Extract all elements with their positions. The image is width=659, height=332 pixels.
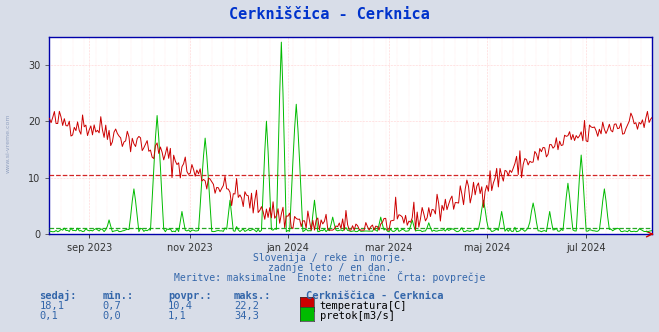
Text: zadnje leto / en dan.: zadnje leto / en dan.: [268, 263, 391, 273]
Text: 34,3: 34,3: [234, 311, 259, 321]
Text: 0,1: 0,1: [40, 311, 58, 321]
Text: 10,4: 10,4: [168, 301, 193, 311]
Text: temperatura[C]: temperatura[C]: [320, 301, 407, 311]
Text: Slovenija / reke in morje.: Slovenija / reke in morje.: [253, 253, 406, 263]
Text: min.:: min.:: [102, 291, 133, 301]
Text: Cerkniščica - Cerknica: Cerkniščica - Cerknica: [306, 291, 444, 301]
Text: www.si-vreme.com: www.si-vreme.com: [6, 113, 11, 173]
Text: 1,1: 1,1: [168, 311, 186, 321]
Text: sedaj:: sedaj:: [40, 290, 77, 301]
Text: pretok[m3/s]: pretok[m3/s]: [320, 311, 395, 321]
Text: 22,2: 22,2: [234, 301, 259, 311]
Text: 0,7: 0,7: [102, 301, 121, 311]
Text: Meritve: maksimalne  Enote: metrične  Črta: povprečje: Meritve: maksimalne Enote: metrične Črta…: [174, 271, 485, 283]
Text: 0,0: 0,0: [102, 311, 121, 321]
Text: 18,1: 18,1: [40, 301, 65, 311]
Text: maks.:: maks.:: [234, 291, 272, 301]
Text: Cerkniščica - Cerknica: Cerkniščica - Cerknica: [229, 7, 430, 23]
Text: povpr.:: povpr.:: [168, 291, 212, 301]
